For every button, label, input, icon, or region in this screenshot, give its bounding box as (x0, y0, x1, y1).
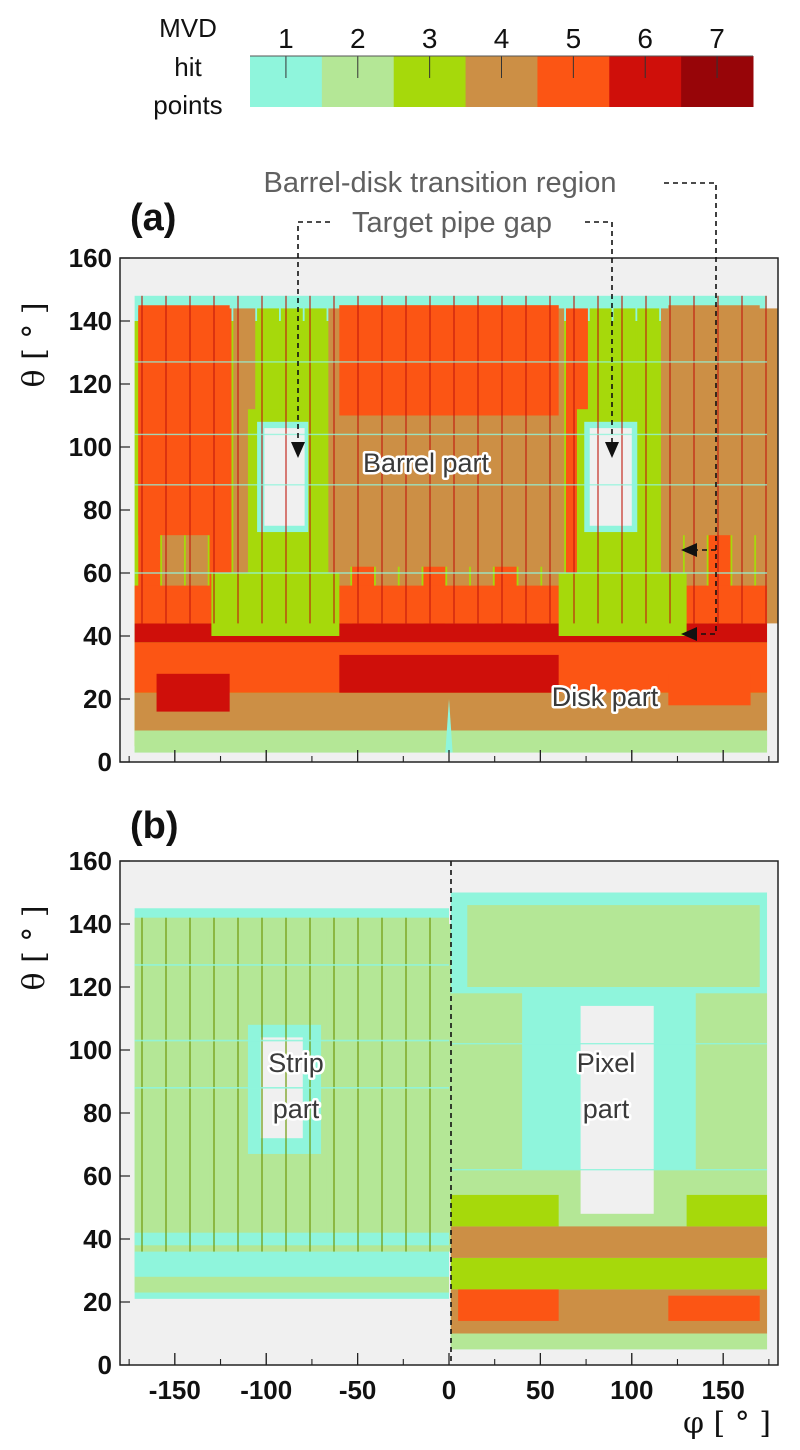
y-tick-label-80: 80 (83, 495, 112, 525)
legend-level-4: 4 (494, 23, 510, 54)
y-tick-label-100: 100 (69, 1035, 112, 1065)
legend-level-1: 1 (278, 23, 294, 54)
panel-b-axes: 0 20 40 60 80 100 120 140 160 -150 -100 -50 0 50 100 15… (69, 846, 770, 1405)
transition-arrow-upper (681, 543, 697, 557)
strip-disk-band (134, 1251, 449, 1277)
panel-a-heatmap (134, 295, 778, 753)
y-tick-label-120: 120 (69, 972, 112, 1002)
panel-b-ylabel: θ [ ° ] (17, 905, 52, 990)
pixel-disk-red-right (668, 1295, 760, 1321)
pixel-disk-band-4 (450, 1194, 559, 1227)
panel-a-ylabel: θ [ ° ] (17, 302, 52, 387)
pixel-disk-band-3 (450, 1226, 768, 1258)
annotation-leaders (297, 182, 717, 635)
y-tick-label-120: 120 (69, 369, 112, 399)
beam-notch (445, 699, 453, 753)
x-tick-label-50: 50 (526, 1375, 555, 1405)
pixel-disk-red-left (458, 1289, 559, 1321)
y-tick-label-140: 140 (69, 306, 112, 336)
pixel-upper (467, 905, 760, 987)
pixel-disk-band-5 (686, 1194, 768, 1227)
y-tick-label-100: 100 (69, 432, 112, 462)
y-tick-label-40: 40 (83, 1224, 112, 1254)
disk-band-1 (134, 692, 768, 731)
disk-dark-left (156, 673, 230, 712)
legend-title-line-2: hit (174, 52, 202, 82)
y-tick-label-160: 160 (69, 243, 112, 273)
legend-title-line-1: MVD (159, 13, 217, 43)
y-tick-label-140: 140 (69, 909, 112, 939)
legend-level-5: 5 (566, 23, 582, 54)
pixel-part-label-line-2: part (583, 1094, 630, 1124)
gap-arrow-right (605, 442, 619, 458)
gap-leader-right (585, 221, 613, 444)
strip-part-label-line-1: Strip (268, 1048, 324, 1078)
transition-annotation: Barrel-disk transition region (264, 167, 617, 199)
disk-dark-right (668, 673, 751, 706)
panel-b: (b) 0 20 40 60 80 100 120 140 160 -150 -100 -50 0 50 1… (17, 805, 779, 1441)
x-tick-label-100: 100 (610, 1375, 653, 1405)
panel-a-label: (a) (130, 197, 176, 239)
y-tick-label-160: 160 (69, 846, 112, 876)
panel-b-xlabel: φ [ ° ] (683, 1406, 771, 1441)
y-tick-label-20: 20 (83, 1287, 112, 1317)
panel-b-heatmap (134, 892, 768, 1350)
gap-leader-left (297, 221, 330, 444)
strip-part-label-line-2: part (273, 1094, 320, 1124)
gap-annotation: Target pipe gap (352, 207, 552, 239)
x-tick-label-150: 150 (701, 1375, 744, 1405)
y-tick-label-80: 80 (83, 1098, 112, 1128)
x-tick-label--100: -100 (240, 1375, 292, 1405)
transition-leader (664, 182, 717, 635)
y-tick-label-60: 60 (83, 1161, 112, 1191)
legend-colorbar (250, 55, 754, 107)
disk-core (339, 654, 559, 693)
y-tick-label-40: 40 (83, 621, 112, 651)
panel-a: (a) 0 20 40 60 80 100 120 140 160 θ [ ° ] Barrel… (17, 167, 779, 777)
legend: MVD hit points 1 2 3 4 5 6 7 (153, 13, 754, 120)
transition-arrow-lower (681, 627, 697, 641)
legend-level-7: 7 (709, 23, 725, 54)
x-tick-label-0: 0 (442, 1375, 456, 1405)
disk-part-label: Disk part (552, 682, 659, 712)
pixel-part-label-line-1: Pixel (577, 1048, 636, 1078)
legend-level-6: 6 (637, 23, 653, 54)
y-tick-label-20: 20 (83, 684, 112, 714)
legend-level-3: 3 (422, 23, 438, 54)
stave-lines (134, 295, 768, 624)
legend-title-line-3: points (153, 90, 222, 120)
strip-stave-lines (134, 917, 449, 1252)
y-tick-label-0: 0 (98, 747, 112, 777)
x-tick-label--150: -150 (149, 1375, 201, 1405)
barrel-part-label: Barrel part (363, 448, 490, 478)
pixel-disk-band-2 (450, 1257, 768, 1290)
panel-a-axes: 0 20 40 60 80 100 120 140 160 (69, 243, 770, 777)
x-tick-label--50: -50 (339, 1375, 377, 1405)
gap-arrow-left (291, 442, 305, 458)
legend-levels: 1 2 3 4 5 6 7 (278, 23, 725, 54)
panel-b-label: (b) (130, 805, 179, 847)
annotation-arrowheads (291, 442, 697, 641)
y-tick-label-0: 0 (98, 1350, 112, 1380)
pixel-gap (580, 1005, 654, 1214)
legend-level-2: 2 (350, 23, 366, 54)
y-tick-label-60: 60 (83, 558, 112, 588)
